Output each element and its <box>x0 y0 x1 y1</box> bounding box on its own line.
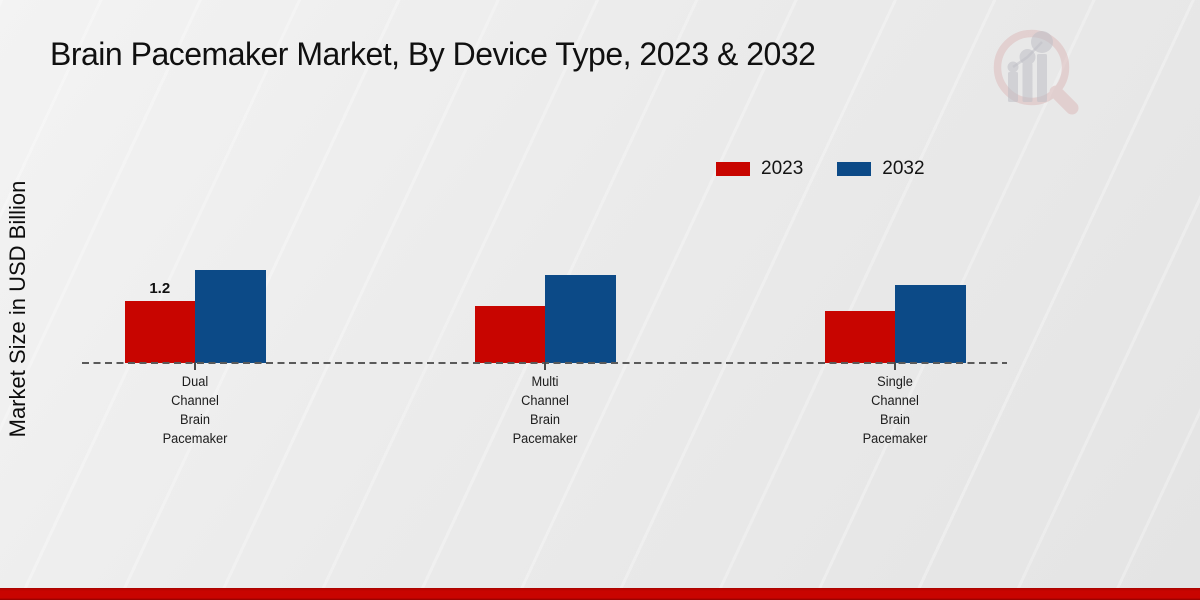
category-label-line: Brain <box>180 412 210 427</box>
bar-2032-single-channel-brain-pacemaker <box>895 285 966 363</box>
category-label-line: Dual <box>181 374 209 389</box>
bar-2023-single-channel-brain-pacemaker <box>824 311 895 363</box>
bar-2023-multi-channel-brain-pacemaker <box>474 306 545 363</box>
category-label-line: Channel <box>171 393 219 408</box>
legend-swatch-2023-icon <box>716 162 750 176</box>
category-label-line: Brain <box>880 412 910 427</box>
category-label-dual-channel-brain-pacemaker: Dual Channel Brain Pacemaker <box>129 372 262 448</box>
category-label-single-channel-brain-pacemaker: Single Channel Brain Pacemaker <box>829 372 962 448</box>
legend-swatch-2032-icon <box>837 162 872 176</box>
category-label-line: Pacemaker <box>862 431 928 446</box>
category-label-line: Single <box>877 374 913 389</box>
axis-tick-multi-channel-brain-pacemaker <box>544 362 546 370</box>
category-label-line: Channel <box>871 393 919 408</box>
legend-item-2032: 2032 <box>837 158 925 180</box>
category-label-line: Pacemaker <box>162 431 228 446</box>
market-research-future-logo-icon <box>993 29 1079 115</box>
axis-tick-single-channel-brain-pacemaker <box>894 362 896 370</box>
bottom-accent-bar <box>0 588 1200 600</box>
bar-value-label: 1.2 <box>149 280 171 297</box>
bar-2023-dual-channel-brain-pacemaker <box>124 301 195 363</box>
category-label-line: Brain <box>530 412 560 427</box>
chart-title: Brain Pacemaker Market, By Device Type, … <box>50 36 816 72</box>
category-label-line: Multi <box>531 374 559 389</box>
category-label-multi-channel-brain-pacemaker: Multi Channel Brain Pacemaker <box>479 372 612 448</box>
axis-tick-dual-channel-brain-pacemaker <box>194 362 196 370</box>
legend-item-2023: 2023 <box>716 158 803 180</box>
legend: 2023 2032 <box>716 158 925 180</box>
legend-label-2023: 2023 <box>761 158 804 179</box>
bar-2032-dual-channel-brain-pacemaker <box>195 270 266 363</box>
bar-2032-multi-channel-brain-pacemaker <box>545 275 616 363</box>
legend-label-2032: 2032 <box>882 158 925 179</box>
category-label-line: Channel <box>521 393 569 408</box>
category-label-line: Pacemaker <box>512 431 578 446</box>
